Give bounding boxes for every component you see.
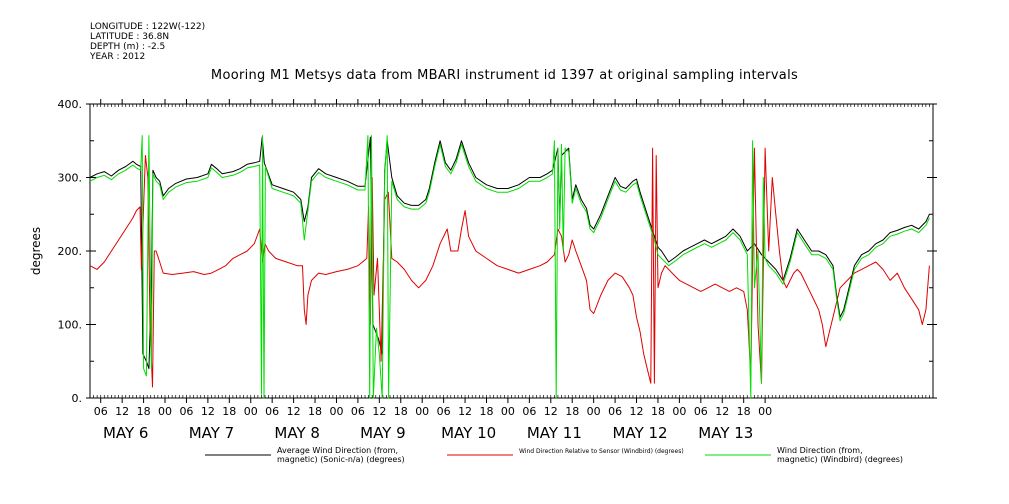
x-tick-label: 12 — [372, 405, 386, 418]
x-tick-label: 18 — [394, 405, 408, 418]
legend-label-3: magnetic) (Windbird) (degrees) — [777, 455, 903, 464]
x-tick-label: 18 — [308, 405, 322, 418]
x-tick-label: 00 — [672, 405, 686, 418]
x-tick-label: 00 — [415, 405, 429, 418]
x-tick-label: 12 — [544, 405, 558, 418]
x-day-label: MAY 11 — [527, 424, 582, 442]
x-day-label: MAY 8 — [274, 424, 320, 442]
y-tick-label: 0. — [72, 392, 83, 405]
chart-title: Mooring M1 Metsys data from MBARI instru… — [210, 68, 799, 83]
metadata-block: LONGITUDE : 122W(-122) LATITUDE : 36.8N … — [90, 22, 205, 62]
x-tick-label: 06 — [265, 405, 279, 418]
legend-label-1: magnetic) (Sonic-n/a) (degrees) — [277, 455, 405, 464]
x-tick-label: 00 — [244, 405, 258, 418]
x-day-label: MAY 7 — [189, 424, 235, 442]
x-tick-label: 06 — [94, 405, 108, 418]
series-line-1 — [89, 136, 930, 370]
y-tick-label: 400. — [58, 98, 83, 111]
x-tick-label: 12 — [115, 405, 129, 418]
x-tick-label: 18 — [479, 405, 493, 418]
year-label: YEAR : 2012 — [90, 52, 146, 62]
x-tick-label: 06 — [694, 405, 708, 418]
y-tick-label: 200. — [58, 245, 83, 258]
x-tick-label: 18 — [565, 405, 579, 418]
x-tick-label: 00 — [587, 405, 601, 418]
x-day-label: MAY 12 — [613, 424, 668, 442]
x-tick-label: 00 — [758, 405, 772, 418]
series-line-2 — [89, 147, 930, 388]
legend-label-2: Wind Direction Relative to Sensor (Windb… — [519, 448, 684, 455]
x-tick-label: 06 — [179, 405, 193, 418]
longitude-label: LONGITUDE : 122W(-122) — [90, 22, 206, 32]
x-tick-label: 00 — [501, 405, 515, 418]
latitude-label: LATITUDE : 36.8N — [90, 32, 170, 42]
x-day-label: MAY 9 — [360, 424, 406, 442]
x-tick-label: 06 — [608, 405, 622, 418]
x-tick-label: 12 — [630, 405, 644, 418]
legend-group: Average Wind Direction (from,magnetic) (… — [205, 446, 903, 464]
y-axis-label: degrees — [29, 227, 43, 275]
x-tick-label: 18 — [651, 405, 665, 418]
x-tick-label: 12 — [458, 405, 472, 418]
axes-group: 0. 100. 200. 300. 400. degrees 06 12 18 00 06 12 18 0… — [29, 98, 937, 442]
x-tick-label: 18 — [222, 405, 236, 418]
x-day-label: MAY 6 — [103, 424, 149, 442]
x-tick-label: 00 — [329, 405, 343, 418]
depth-label: DEPTH (m) : -2.5 — [90, 42, 166, 52]
y-tick-label: 300. — [58, 172, 83, 185]
y-tick-label: 100. — [58, 319, 83, 332]
legend-label-1: Average Wind Direction (from, — [277, 446, 398, 455]
plot-frame — [89, 103, 934, 399]
x-tick-label: 06 — [437, 405, 451, 418]
series-group — [89, 135, 930, 399]
x-tick-label: 18 — [137, 405, 151, 418]
legend-label-3: Wind Direction (from, — [777, 446, 863, 455]
x-tick-label: 00 — [158, 405, 172, 418]
x-tick-label: 06 — [351, 405, 365, 418]
x-tick-label: 06 — [522, 405, 536, 418]
x-tick-label: 12 — [201, 405, 215, 418]
x-tick-label: 18 — [737, 405, 751, 418]
x-day-label: MAY 10 — [441, 424, 496, 442]
x-day-label: MAY 13 — [698, 424, 753, 442]
series-line-3 — [89, 135, 930, 399]
x-tick-label: 12 — [715, 405, 729, 418]
x-tick-label: 12 — [287, 405, 301, 418]
